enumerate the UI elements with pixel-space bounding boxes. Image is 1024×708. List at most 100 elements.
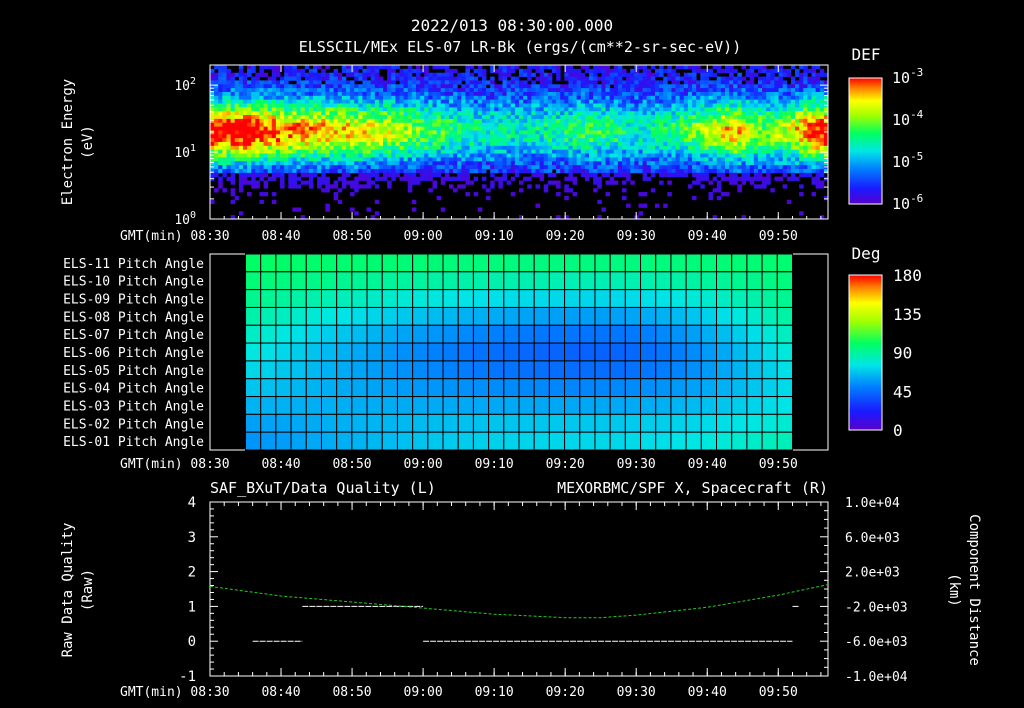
pitch-angle-cell	[624, 253, 642, 273]
spectrogram-cell	[696, 157, 701, 162]
spectrogram-cell	[333, 72, 339, 77]
spectrogram-cell	[420, 168, 425, 174]
spectrogram-cell	[671, 145, 676, 151]
spectrogram-cell	[692, 84, 697, 89]
spectrogram-cell	[366, 138, 372, 143]
spectrogram-cell	[251, 65, 256, 70]
spectrogram-cell	[490, 68, 495, 74]
spectrogram-cell	[551, 161, 557, 166]
spectrogram-cell	[284, 145, 289, 151]
pitch-angle-cell	[275, 271, 292, 291]
spectrogram-cell	[267, 76, 273, 81]
spectrogram-cell	[708, 95, 714, 101]
pitch-angle-cell	[442, 378, 459, 398]
spectrogram-cell	[815, 88, 821, 93]
spectrogram-cell	[683, 145, 689, 151]
spectrogram-cell	[378, 95, 384, 101]
spectrogram-cell	[210, 107, 215, 112]
spectrogram-cell	[370, 149, 376, 154]
spectrogram-cell	[226, 126, 231, 131]
spectrogram-cell	[795, 99, 800, 104]
spectrogram-cell	[461, 149, 466, 154]
spectrogram-cell	[329, 145, 334, 151]
spectrogram-cell	[473, 134, 479, 139]
spectrogram-cell	[424, 142, 429, 147]
spectrogram-cell	[745, 111, 751, 116]
spectrogram-cell	[597, 118, 602, 124]
spectrogram-cell	[576, 76, 582, 81]
spectrogram-cell	[811, 122, 817, 127]
spectrogram-cell	[444, 153, 450, 158]
spectrogram-cell	[683, 84, 689, 89]
pitch-angle-cell	[746, 306, 763, 326]
spectrogram-cell	[358, 165, 363, 170]
spectrogram-cell	[626, 99, 631, 104]
spectrogram-cell	[733, 138, 738, 143]
spectrogram-cell	[766, 95, 771, 101]
spectrogram-cell	[589, 153, 594, 158]
spectrogram-cell	[395, 138, 400, 143]
spectrogram-cell	[626, 95, 631, 101]
spectrogram-cell	[424, 153, 429, 158]
spectrogram-cell	[622, 161, 627, 166]
spectrogram-cell	[304, 103, 310, 108]
spectrogram-cell	[741, 142, 746, 147]
spectrogram-cell	[292, 95, 297, 101]
pitch-angle-cell	[716, 342, 733, 362]
spectrogram-cell	[712, 80, 718, 85]
spectrogram-cell	[304, 180, 310, 185]
spectrogram-cell	[762, 130, 767, 135]
spectrogram-cell	[313, 172, 318, 178]
spectrogram-cell	[642, 80, 648, 85]
spectrogram-cell	[795, 107, 800, 112]
spectrogram-cell	[613, 65, 619, 70]
spectrogram-cell	[799, 84, 804, 89]
spectrogram-cell	[304, 138, 310, 143]
spectrogram-cell	[605, 168, 611, 174]
spectrogram-cell	[391, 153, 396, 158]
spectrogram-cell	[523, 138, 528, 143]
spectrogram-cell	[774, 88, 779, 93]
spectrogram-cell	[564, 115, 569, 120]
spectrogram-cell	[292, 122, 297, 127]
spectrogram-cell	[766, 68, 771, 74]
spectrogram-cell	[407, 180, 413, 185]
spectrogram-cell	[593, 68, 598, 74]
spectrogram-cell	[271, 126, 277, 131]
spectrogram-cell	[753, 165, 759, 170]
spectrogram-cell	[395, 153, 400, 158]
spectrogram-cell	[313, 122, 318, 127]
spectrogram-cell	[362, 145, 367, 151]
spectrogram-cell	[329, 99, 334, 104]
spectrogram-cell	[527, 76, 532, 81]
spectrogram-cell	[486, 142, 491, 147]
spectrogram-cell	[383, 142, 388, 147]
spectrogram-cell	[411, 95, 417, 101]
spectrogram-cell	[333, 130, 339, 135]
spectrogram-cell	[284, 138, 289, 143]
spectrogram-cell	[634, 134, 639, 139]
spectrogram-cell	[424, 88, 429, 93]
spectrogram-cell	[692, 172, 697, 178]
spectrogram-cell	[646, 126, 652, 131]
spectrogram-cell	[308, 122, 314, 127]
spectrogram-cell	[477, 88, 483, 93]
spectrogram-cell	[799, 115, 804, 120]
spectrogram-cell	[251, 126, 256, 131]
spectrogram-cell	[387, 142, 392, 147]
spectrogram-cell	[667, 138, 672, 143]
pitch-angle-cell	[275, 360, 292, 380]
spectrogram-cell	[411, 134, 417, 139]
spectrogram-cell	[424, 65, 429, 70]
spectrogram-cell	[683, 126, 689, 131]
spectrogram-cell	[803, 165, 808, 170]
spectrogram-cell	[432, 122, 437, 127]
spectrogram-cell	[424, 111, 429, 116]
spectrogram-cell	[391, 76, 396, 81]
spectrogram-cell	[469, 80, 475, 85]
spectrogram-cell	[477, 72, 483, 77]
spectrogram-cell	[230, 199, 236, 204]
spectrogram-cell	[465, 103, 470, 108]
pitch-angle-cell	[655, 431, 672, 451]
spectrogram-cell	[238, 157, 244, 162]
